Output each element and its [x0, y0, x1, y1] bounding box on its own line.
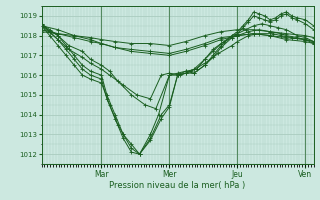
X-axis label: Pression niveau de la mer( hPa ): Pression niveau de la mer( hPa ) — [109, 181, 246, 190]
